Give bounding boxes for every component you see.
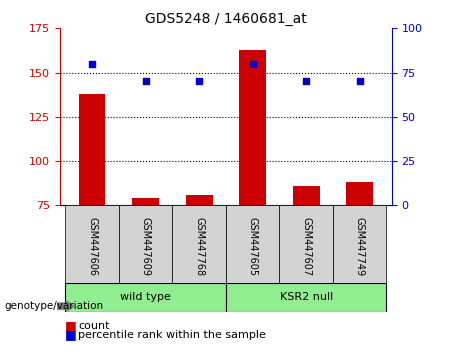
Point [89,61,96,67]
Title: GDS5248 / 1460681_at: GDS5248 / 1460681_at [145,12,307,26]
Point [356,79,363,84]
Point [249,61,256,67]
FancyBboxPatch shape [226,283,386,312]
FancyBboxPatch shape [226,205,279,283]
Text: GSM447606: GSM447606 [87,217,97,276]
Text: ■: ■ [65,319,76,332]
Text: GSM447609: GSM447609 [141,217,151,276]
Bar [346,182,373,205]
Point [142,79,149,84]
FancyBboxPatch shape [119,205,172,283]
FancyBboxPatch shape [65,205,119,283]
Bar [293,186,319,205]
Text: genotype/variation: genotype/variation [5,301,104,311]
Text: GSM447768: GSM447768 [194,217,204,276]
Text: GSM447607: GSM447607 [301,217,311,276]
FancyBboxPatch shape [333,205,386,283]
FancyBboxPatch shape [279,205,333,283]
Text: GSM447749: GSM447749 [355,217,365,276]
Bar [186,195,213,205]
Point [302,79,310,84]
Bar [239,50,266,205]
Text: GSM447605: GSM447605 [248,217,258,276]
FancyBboxPatch shape [65,283,226,312]
Bar [132,198,159,205]
Text: ■: ■ [65,328,76,341]
FancyBboxPatch shape [172,205,226,283]
Bar [79,94,106,205]
Text: KSR2 null: KSR2 null [279,292,333,302]
FancyArrow shape [58,301,74,311]
Point [195,79,203,84]
Text: count: count [78,321,110,331]
Text: wild type: wild type [120,292,171,302]
Text: percentile rank within the sample: percentile rank within the sample [78,330,266,339]
